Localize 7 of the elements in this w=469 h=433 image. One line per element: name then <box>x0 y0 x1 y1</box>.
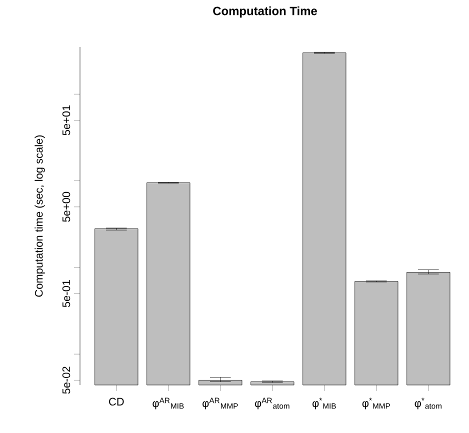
y-axis-title: Computation time (sec, log scale) <box>34 135 45 297</box>
chart-title: Computation Time <box>213 6 317 18</box>
y-tick-label: 5e+00 <box>62 192 70 222</box>
x-tick-label: CD <box>109 398 124 406</box>
y-tick-label: 5e+01 <box>62 105 70 136</box>
y-tick-label: 5e-01 <box>62 280 70 308</box>
y-tick-label: 5e-02 <box>62 366 70 394</box>
